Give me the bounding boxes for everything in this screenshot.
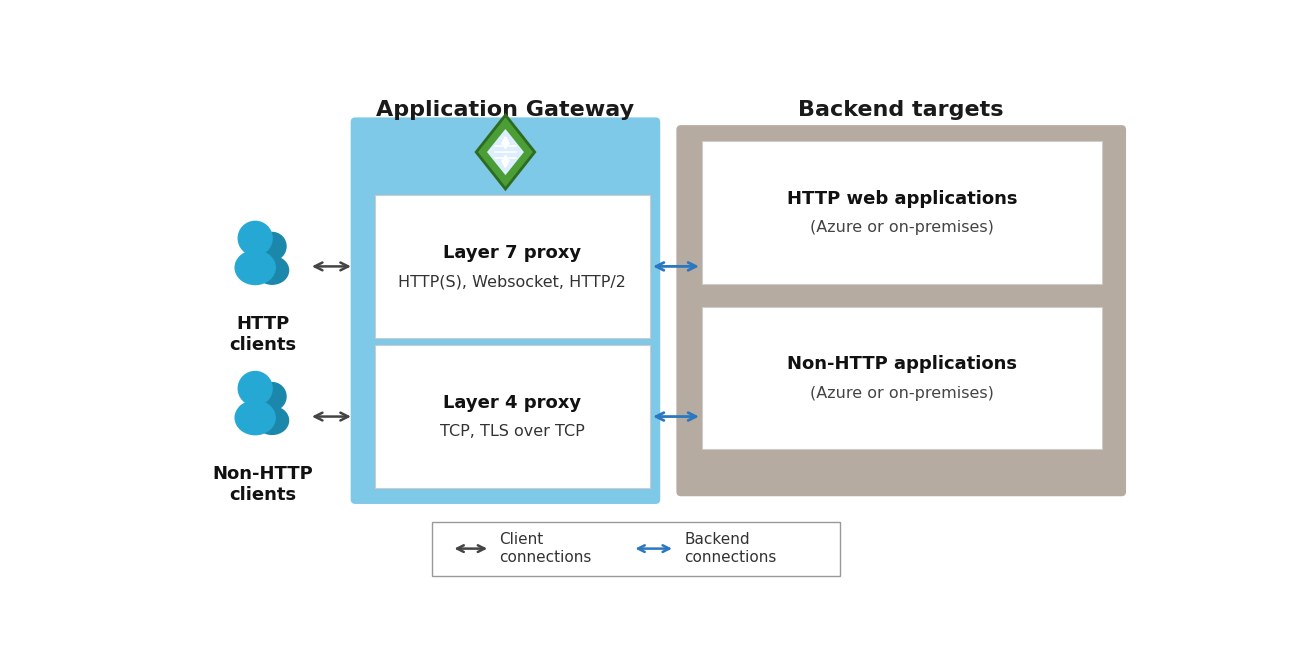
Text: Backend targets: Backend targets: [799, 100, 1004, 120]
Circle shape: [259, 382, 286, 410]
Text: TCP, TLS over TCP: TCP, TLS over TCP: [440, 424, 584, 440]
Ellipse shape: [235, 250, 276, 284]
Text: Non-HTTP applications: Non-HTTP applications: [787, 355, 1017, 373]
Ellipse shape: [256, 406, 289, 434]
Bar: [375, 345, 650, 488]
Circle shape: [238, 372, 272, 406]
Text: Application Gateway: Application Gateway: [376, 100, 634, 120]
Text: (Azure or on-premises): (Azure or on-premises): [810, 386, 993, 401]
Polygon shape: [476, 115, 535, 189]
Text: Layer 7 proxy: Layer 7 proxy: [443, 244, 582, 262]
Text: HTTP(S), Websocket, HTTP/2: HTTP(S), Websocket, HTTP/2: [399, 274, 626, 290]
FancyBboxPatch shape: [677, 125, 1127, 496]
Text: Client
connections: Client connections: [499, 533, 592, 565]
Text: (Azure or on-premises): (Azure or on-premises): [810, 220, 993, 236]
Text: Layer 4 proxy: Layer 4 proxy: [443, 394, 582, 412]
Bar: [702, 307, 1102, 450]
Bar: [702, 141, 1102, 284]
Text: HTTP
clients: HTTP clients: [229, 315, 297, 354]
Bar: [375, 195, 650, 337]
FancyBboxPatch shape: [350, 118, 660, 504]
Text: Non-HTTP
clients: Non-HTTP clients: [213, 465, 314, 504]
Circle shape: [238, 221, 272, 255]
Text: HTTP web applications: HTTP web applications: [787, 190, 1017, 208]
Circle shape: [259, 232, 286, 260]
Polygon shape: [488, 129, 524, 175]
Text: Backend
connections: Backend connections: [684, 533, 776, 565]
Ellipse shape: [256, 256, 289, 284]
Bar: [433, 522, 840, 576]
Ellipse shape: [235, 401, 276, 435]
